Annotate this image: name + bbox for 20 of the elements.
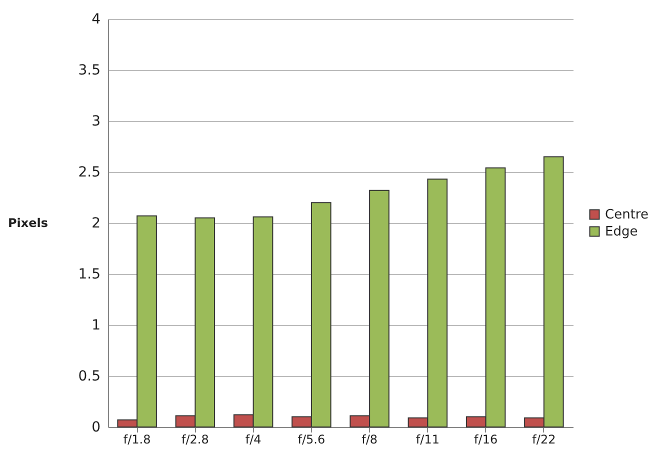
y-tick-label: 3.5 xyxy=(78,62,100,78)
y-axis-title: Pixels xyxy=(8,216,48,230)
x-tick-label: f/1.8 xyxy=(123,432,151,446)
y-tick-label: 2.5 xyxy=(78,164,100,180)
x-tick-label: f/2.8 xyxy=(182,432,209,446)
y-tick-label: 1.5 xyxy=(78,266,100,282)
x-tick-label: f/11 xyxy=(416,432,440,446)
y-tick-label: 4 xyxy=(92,12,101,28)
x-tick-label: f/22 xyxy=(532,432,556,446)
y-tick-label: 0 xyxy=(92,420,100,436)
y-tick-label: 2 xyxy=(92,216,100,232)
x-tick-label: f/8 xyxy=(362,432,378,446)
y-tick-label: 0.5 xyxy=(78,368,100,384)
legend-label: Edge xyxy=(605,224,638,240)
legend-label: Centre xyxy=(605,208,648,222)
y-tick-label: 3 xyxy=(92,114,100,130)
y-tick-label: 1 xyxy=(92,318,100,334)
x-tick-label: f/5.6 xyxy=(298,432,326,446)
x-tick-label: f/4 xyxy=(245,432,262,446)
x-tick-label: f/16 xyxy=(474,432,498,446)
